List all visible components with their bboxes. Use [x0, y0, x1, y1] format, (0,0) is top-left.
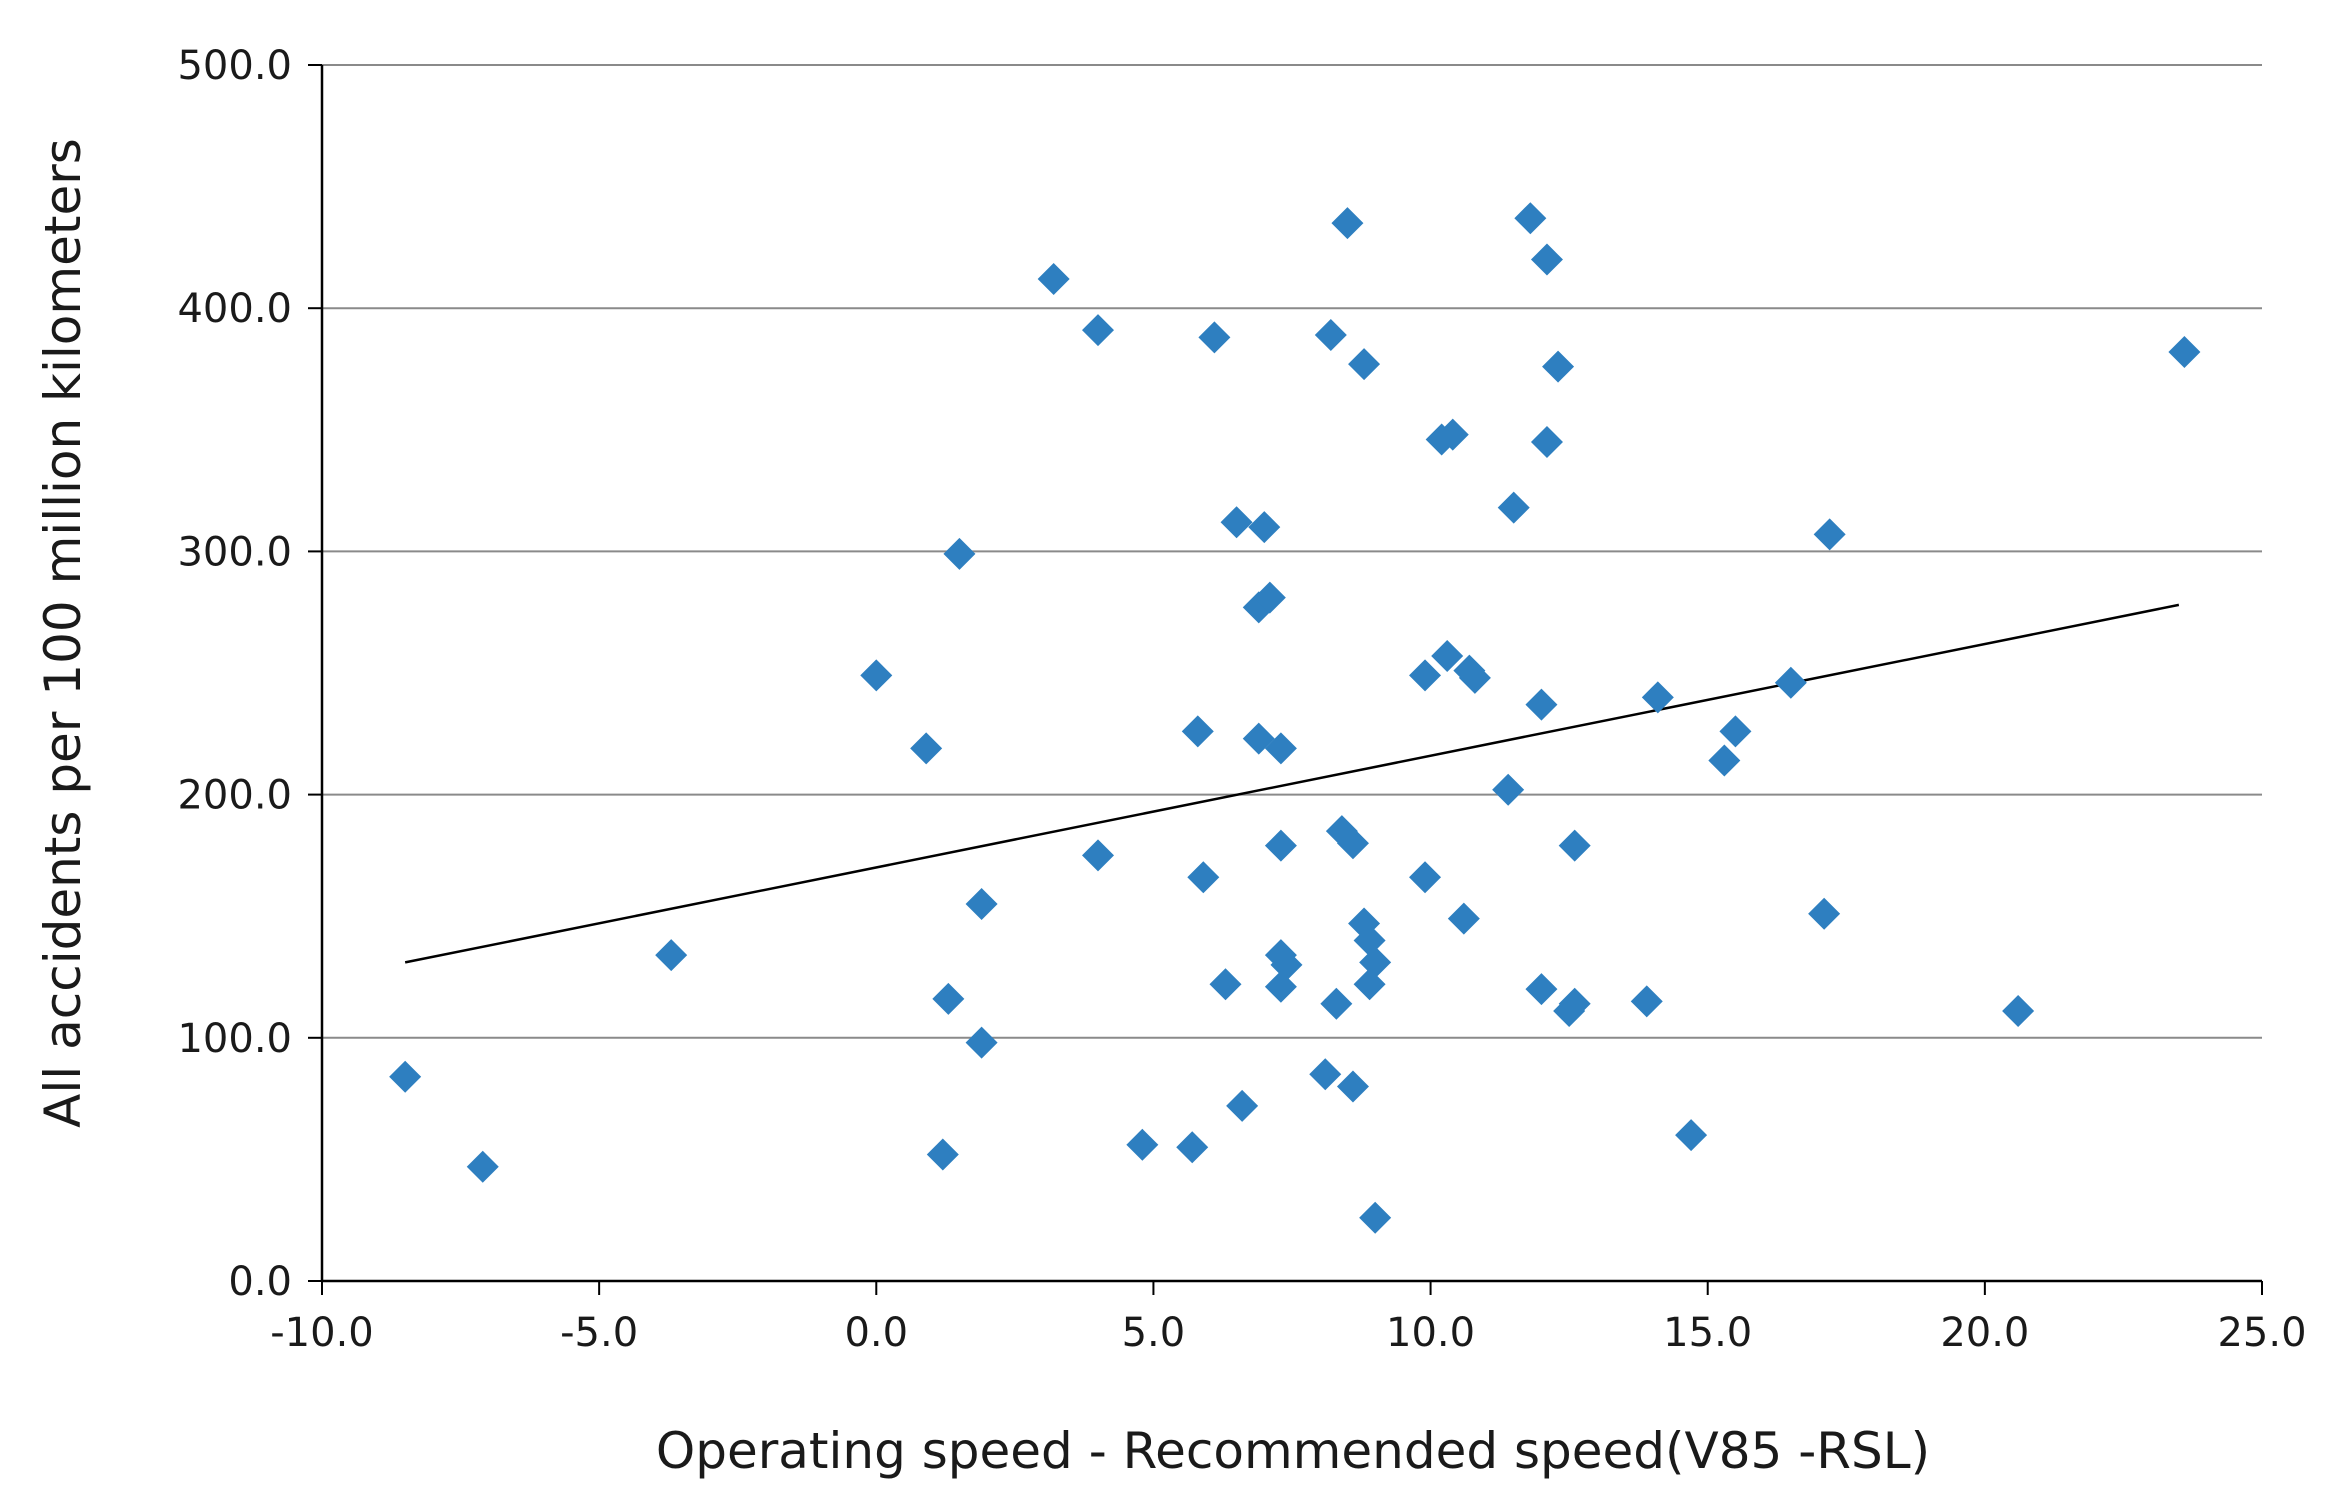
data-point — [1209, 968, 1242, 1001]
x-tick-label: -5.0 — [560, 1310, 638, 1356]
trendline — [404, 603, 2180, 964]
data-point — [1248, 511, 1281, 544]
data-point — [1558, 829, 1591, 862]
data-point — [1447, 902, 1480, 935]
data-point — [1336, 827, 1369, 860]
data-point — [1708, 744, 1741, 777]
data-points — [389, 202, 2201, 1234]
x-axis-title: Operating speed - Recommended speed(V85 … — [656, 1422, 1930, 1480]
data-point — [1542, 350, 1575, 383]
data-point — [1436, 418, 1469, 451]
data-point — [1409, 861, 1442, 894]
data-point — [1264, 970, 1297, 1003]
data-point — [1813, 518, 1846, 551]
data-point — [1181, 715, 1214, 748]
data-point — [1719, 715, 1752, 748]
data-point — [1331, 207, 1364, 240]
data-point — [389, 1060, 422, 1093]
data-point — [1309, 1058, 1342, 1091]
x-tick-label: 5.0 — [1122, 1310, 1186, 1356]
data-point — [1320, 987, 1353, 1020]
data-point — [1264, 732, 1297, 765]
data-point — [1808, 897, 1841, 930]
data-point — [2002, 995, 2035, 1028]
data-point — [1641, 681, 1674, 714]
data-point — [1220, 506, 1253, 539]
x-tick-label: 20.0 — [1940, 1310, 2029, 1356]
data-point — [1530, 425, 1563, 458]
data-point — [926, 1138, 959, 1171]
data-point — [1226, 1089, 1259, 1122]
data-point — [1530, 243, 1563, 276]
y-tick-label: 500.0 — [177, 43, 292, 89]
data-point — [1359, 1201, 1392, 1234]
data-point — [1082, 314, 1114, 347]
x-tick-label: 15.0 — [1663, 1310, 1752, 1356]
data-point — [1126, 1128, 1159, 1161]
data-point — [1353, 968, 1386, 1001]
y-tick-label: 400.0 — [177, 286, 292, 332]
data-point — [965, 1026, 998, 1059]
data-point — [1264, 829, 1297, 862]
data-point — [1336, 1070, 1369, 1103]
data-point — [1348, 348, 1381, 381]
tick-labels: 0.0 100.0 200.0 300.0 400.0 500.0 -10.0 -5.0 0.0… — [177, 43, 2306, 1356]
data-point — [1314, 318, 1347, 351]
data-point — [1497, 491, 1530, 524]
data-point — [1774, 666, 1807, 699]
data-point — [1675, 1119, 1708, 1152]
data-point — [965, 888, 998, 921]
data-point — [466, 1150, 499, 1183]
data-point — [1270, 948, 1303, 981]
x-tick-label: 25.0 — [2217, 1310, 2306, 1356]
data-point — [1492, 773, 1525, 806]
data-point — [1187, 861, 1220, 894]
data-point — [1082, 839, 1114, 872]
trendline-group — [404, 603, 2180, 964]
data-point — [860, 659, 893, 692]
axes — [308, 64, 2263, 1295]
y-tick-label: 200.0 — [177, 773, 292, 819]
data-point — [655, 939, 688, 972]
data-point — [1431, 639, 1464, 672]
data-point — [1525, 688, 1558, 721]
y-axis-title: All accidents per 100 million kilometers — [34, 138, 92, 1128]
gridlines — [322, 64, 2262, 1039]
data-point — [2168, 335, 2201, 368]
x-tick-label: -10.0 — [270, 1310, 374, 1356]
data-point — [1037, 263, 1070, 296]
data-point — [1558, 987, 1591, 1020]
data-point — [1359, 946, 1392, 979]
data-point — [1253, 581, 1286, 614]
data-point — [1514, 202, 1547, 235]
data-point — [910, 732, 943, 765]
data-point — [1409, 659, 1442, 692]
data-point — [1525, 973, 1558, 1006]
data-point — [1630, 985, 1663, 1018]
y-tick-label: 0.0 — [228, 1259, 292, 1305]
x-tick-label: 10.0 — [1386, 1310, 1475, 1356]
data-point — [1458, 661, 1491, 694]
data-point — [943, 537, 976, 570]
data-point — [1198, 321, 1231, 354]
y-tick-label: 300.0 — [177, 529, 292, 575]
x-tick-label: 0.0 — [844, 1310, 908, 1356]
data-point — [932, 982, 965, 1015]
data-point — [1176, 1131, 1209, 1164]
y-tick-label: 100.0 — [177, 1016, 292, 1062]
data-point — [1353, 924, 1386, 957]
